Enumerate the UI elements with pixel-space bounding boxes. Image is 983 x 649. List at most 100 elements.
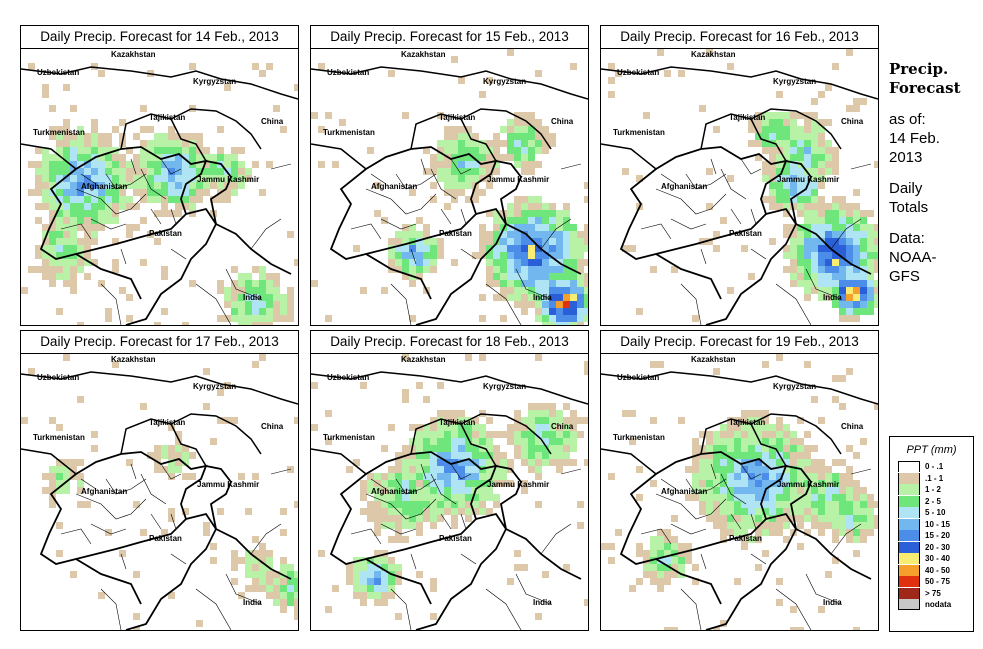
precip-cell <box>839 203 846 210</box>
precip-cell <box>217 280 224 287</box>
precip-cell <box>56 182 63 189</box>
precip-cell <box>360 382 367 389</box>
label-tajikistan: Tajikistan <box>439 418 475 427</box>
precip-cell <box>797 473 804 480</box>
precip-cell <box>63 245 70 252</box>
precip-cell <box>252 557 259 564</box>
precip-cell <box>514 438 521 445</box>
precip-cell <box>493 480 500 487</box>
precip-cell <box>63 487 70 494</box>
precip-cell <box>444 431 451 438</box>
precip-cell <box>874 301 878 308</box>
precip-cell <box>797 266 804 273</box>
precip-cell <box>776 578 783 585</box>
precip-cell <box>727 529 734 536</box>
precip-cell <box>77 147 84 154</box>
precip-cell <box>811 501 818 508</box>
precip-cell <box>776 473 783 480</box>
legend-swatch <box>898 461 920 472</box>
precip-cell <box>720 424 727 431</box>
precip-cell <box>437 459 444 466</box>
precip-cell <box>860 522 867 529</box>
precip-cell <box>535 259 542 266</box>
precip-cell <box>832 536 839 543</box>
precip-cell <box>451 147 458 154</box>
precip-cell <box>542 231 549 238</box>
precip-cell <box>783 487 790 494</box>
precip-cell <box>734 473 741 480</box>
precip-cell <box>168 515 175 522</box>
precip-cell <box>783 147 790 154</box>
precip-cell <box>727 473 734 480</box>
precip-cell <box>755 536 762 543</box>
precip-cell <box>175 203 182 210</box>
precip-cell <box>280 564 287 571</box>
precip-cell <box>804 231 811 238</box>
precip-cell <box>832 147 839 154</box>
precip-cell <box>287 564 294 571</box>
precip-cell <box>367 147 374 154</box>
precip-cell <box>479 189 486 196</box>
precip-cell <box>388 480 395 487</box>
precip-cell <box>28 368 35 375</box>
precip-cell <box>563 424 570 431</box>
precip-cell <box>846 217 853 224</box>
precip-cell <box>783 466 790 473</box>
precip-cell <box>713 452 720 459</box>
precip-cell <box>273 599 280 606</box>
precip-cell <box>727 515 734 522</box>
precip-cell <box>874 224 878 231</box>
precip-cell <box>535 613 542 620</box>
precip-cell <box>853 487 860 494</box>
precip-cell <box>472 445 479 452</box>
precip-cell <box>528 287 535 294</box>
precip-cell <box>416 522 423 529</box>
legend-item: > 75 <box>890 587 973 600</box>
precip-cell <box>867 252 874 259</box>
precip-cell <box>444 203 451 210</box>
precip-cell <box>210 154 217 161</box>
precip-cell <box>63 466 70 473</box>
precip-cell <box>252 294 259 301</box>
precip-cell <box>818 280 825 287</box>
precip-cell <box>769 112 776 119</box>
precip-cell <box>430 613 437 620</box>
precip-cell <box>280 508 287 515</box>
precip-cell <box>783 203 790 210</box>
precip-cell <box>825 571 832 578</box>
map-frame: Kazakhstan Uzbekistan Kyrgyzstan Tajikis… <box>20 353 299 631</box>
data-source-text: Data: <box>889 230 925 247</box>
precip-cell <box>430 182 437 189</box>
precip-cell <box>713 473 720 480</box>
precip-cell <box>528 224 535 231</box>
precip-cell <box>535 161 542 168</box>
precip-cell <box>570 224 577 231</box>
precip-cell <box>867 231 874 238</box>
precip-cell <box>762 508 769 515</box>
precip-cell <box>381 585 388 592</box>
precip-cell <box>839 315 846 322</box>
precip-cell <box>783 515 790 522</box>
precip-cell <box>535 217 542 224</box>
precip-cell <box>402 466 409 473</box>
precip-cell <box>70 154 77 161</box>
precip-cell <box>769 182 776 189</box>
precip-cell <box>507 252 514 259</box>
precip-cell <box>706 168 713 175</box>
precip-cell <box>797 480 804 487</box>
precip-cell <box>818 294 825 301</box>
precip-cell <box>874 280 878 287</box>
precip-cell <box>528 231 535 238</box>
precip-cell <box>252 315 259 322</box>
precip-cell <box>49 182 56 189</box>
precip-cell <box>381 557 388 564</box>
precip-cell <box>713 368 720 375</box>
precip-cell <box>521 168 528 175</box>
precip-cell <box>98 168 105 175</box>
precip-cell <box>762 112 769 119</box>
precip-cell <box>825 294 832 301</box>
forecast-panel-1: Daily Precip. Forecast for 14 Feb., 2013 <box>20 25 299 328</box>
precip-cell <box>528 168 535 175</box>
precip-cell <box>35 161 42 168</box>
precip-cell <box>147 175 154 182</box>
